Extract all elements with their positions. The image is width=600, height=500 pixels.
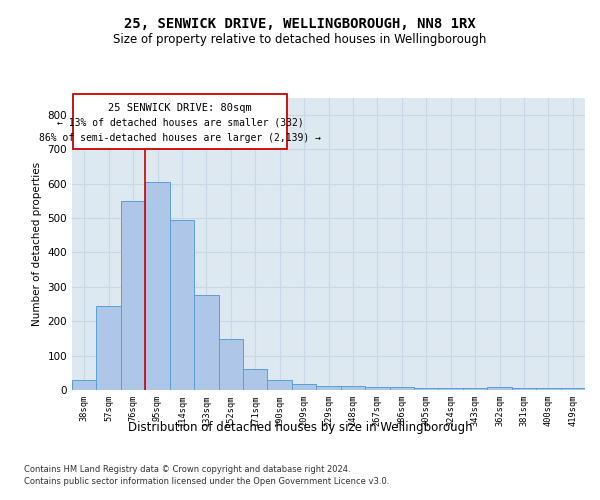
Bar [194, 296, 218, 390]
Text: 86% of semi-detached houses are larger (2,139) →: 86% of semi-detached houses are larger (… [39, 133, 321, 143]
Bar [145, 182, 170, 390]
Bar [463, 388, 487, 390]
Bar [292, 384, 316, 390]
Bar [97, 306, 121, 390]
Bar [243, 368, 268, 390]
Text: Size of property relative to detached houses in Wellingborough: Size of property relative to detached ho… [113, 32, 487, 46]
Text: Contains HM Land Registry data © Crown copyright and database right 2024.: Contains HM Land Registry data © Crown c… [24, 464, 350, 473]
Bar [389, 387, 414, 390]
Y-axis label: Number of detached properties: Number of detached properties [32, 162, 42, 326]
Bar [121, 200, 145, 390]
Bar [536, 388, 560, 390]
Bar [72, 380, 97, 390]
Text: ← 13% of detached houses are smaller (332): ← 13% of detached houses are smaller (33… [57, 118, 304, 128]
Text: Contains public sector information licensed under the Open Government Licence v3: Contains public sector information licen… [24, 476, 389, 486]
Bar [170, 220, 194, 390]
Bar [316, 386, 341, 390]
Text: Distribution of detached houses by size in Wellingborough: Distribution of detached houses by size … [128, 421, 472, 434]
Bar [487, 387, 512, 390]
Bar [414, 388, 439, 390]
Bar [560, 388, 585, 390]
Text: 25, SENWICK DRIVE, WELLINGBOROUGH, NN8 1RX: 25, SENWICK DRIVE, WELLINGBOROUGH, NN8 1… [124, 18, 476, 32]
Bar [341, 386, 365, 390]
Bar [512, 388, 536, 390]
Bar [218, 339, 243, 390]
Bar [365, 387, 389, 390]
Bar [268, 380, 292, 390]
Bar [439, 388, 463, 390]
FancyBboxPatch shape [73, 94, 287, 149]
Text: 25 SENWICK DRIVE: 80sqm: 25 SENWICK DRIVE: 80sqm [108, 103, 252, 113]
